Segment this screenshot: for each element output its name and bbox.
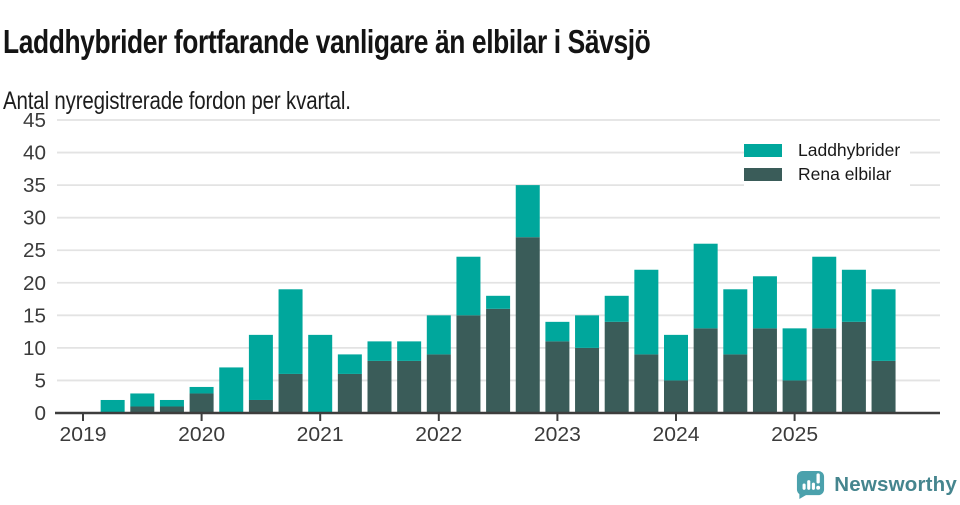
y-tick-label-5: 5 xyxy=(35,370,47,392)
bar-rena-elbilar-2022-q2 xyxy=(456,315,481,413)
bar-rena-elbilar-2022-q1 xyxy=(426,354,451,413)
bar-laddhybrider-2024-q2 xyxy=(693,243,718,329)
y-tick-label-10: 10 xyxy=(23,338,46,360)
x-tick-label-2023: 2023 xyxy=(534,424,581,446)
bar-laddhybrider-2022-q2 xyxy=(456,256,481,316)
bar-laddhybrider-2019-q4 xyxy=(159,399,184,407)
bar-laddhybrider-2025-q3 xyxy=(841,269,866,322)
bar-laddhybrider-2021-q1 xyxy=(308,334,333,413)
bar-rena-elbilar-2022-q4 xyxy=(515,237,540,413)
y-tick-label-40: 40 xyxy=(23,143,46,165)
legend-item-laddhybrider: Laddhybrider xyxy=(744,138,900,162)
bar-laddhybrider-2025-q4 xyxy=(871,289,896,361)
bar-rena-elbilar-2019-q4 xyxy=(159,406,184,413)
bar-laddhybrider-2020-q2 xyxy=(219,367,244,413)
legend-item-rena-elbilar: Rena elbilar xyxy=(744,162,900,186)
bar-laddhybrider-2022-q3 xyxy=(486,295,511,309)
bar-rena-elbilar-2020-q4 xyxy=(278,373,303,413)
bar-laddhybrider-2020-q1 xyxy=(189,386,214,394)
bar-laddhybrider-2025-q2 xyxy=(812,256,837,329)
bar-laddhybrider-2023-q1 xyxy=(545,321,570,342)
y-tick-label-30: 30 xyxy=(23,208,46,230)
x-tick-label-2022: 2022 xyxy=(415,424,462,446)
bar-laddhybrider-2020-q4 xyxy=(278,289,303,374)
bar-rena-elbilar-2025-q1 xyxy=(782,380,807,413)
x-tick-label-2019: 2019 xyxy=(60,424,107,446)
y-tick-label-20: 20 xyxy=(23,273,46,295)
bar-laddhybrider-2023-q4 xyxy=(634,269,659,355)
x-tick-label-2025: 2025 xyxy=(771,424,818,446)
bar-laddhybrider-2021-q4 xyxy=(397,341,422,361)
bar-rena-elbilar-2024-q3 xyxy=(723,354,748,413)
bar-rena-elbilar-2024-q2 xyxy=(693,328,718,413)
bar-rena-elbilar-2024-q1 xyxy=(664,380,688,413)
y-tick-label-45: 45 xyxy=(23,110,46,132)
bar-rena-elbilar-2022-q3 xyxy=(486,308,511,413)
x-tick-label-2021: 2021 xyxy=(297,424,344,446)
bar-laddhybrider-2019-q3 xyxy=(130,393,155,407)
bar-laddhybrider-2025-q1 xyxy=(782,328,807,381)
bar-rena-elbilar-2019-q3 xyxy=(130,406,155,413)
bar-rena-elbilar-2020-q1 xyxy=(189,393,214,413)
bar-laddhybrider-2022-q1 xyxy=(426,315,451,355)
bar-rena-elbilar-2023-q1 xyxy=(545,341,570,413)
bar-laddhybrider-2023-q3 xyxy=(604,295,629,322)
bar-laddhybrider-2024-q3 xyxy=(723,289,748,355)
bar-rena-elbilar-2020-q3 xyxy=(248,399,273,413)
bar-laddhybrider-2021-q2 xyxy=(337,354,362,374)
bar-rena-elbilar-2025-q2 xyxy=(812,328,837,413)
bar-rena-elbilar-2024-q4 xyxy=(752,328,777,413)
bar-rena-elbilar-2021-q2 xyxy=(337,373,362,413)
brand-footer: Newsworthy xyxy=(795,469,957,501)
page-title: Laddhybrider fortfarande vanligare än el… xyxy=(3,23,651,61)
bar-rena-elbilar-2023-q2 xyxy=(575,347,600,413)
bar-laddhybrider-2022-q4 xyxy=(515,185,540,238)
y-tick-label-35: 35 xyxy=(23,175,46,197)
y-tick-label-15: 15 xyxy=(23,305,46,327)
chart-legend: Laddhybrider Rena elbilar xyxy=(744,136,911,188)
bar-rena-elbilar-2023-q3 xyxy=(604,321,629,413)
bar-laddhybrider-2021-q3 xyxy=(367,341,392,361)
legend-label-rena-elbilar: Rena elbilar xyxy=(798,163,892,184)
bar-rena-elbilar-2025-q4 xyxy=(871,360,896,413)
rena-elbilar-color-swatch xyxy=(744,167,782,181)
legend-label-laddhybrider: Laddhybrider xyxy=(798,139,901,160)
bar-laddhybrider-2020-q3 xyxy=(248,334,273,400)
bar-rena-elbilar-2023-q4 xyxy=(634,354,659,413)
bar-rena-elbilar-2021-q4 xyxy=(397,360,422,413)
newsworthy-logo-icon xyxy=(797,470,825,500)
y-tick-label-25: 25 xyxy=(23,240,46,262)
bar-rena-elbilar-2021-q3 xyxy=(367,360,392,413)
y-tick-label-0: 0 xyxy=(35,403,47,425)
bar-laddhybrider-2019-q2 xyxy=(100,399,125,413)
x-tick-label-2024: 2024 xyxy=(653,424,700,446)
brand-name: Newsworthy xyxy=(834,473,957,496)
page-subtitle: Antal nyregistrerade fordon per kvartal. xyxy=(3,87,351,115)
bar-laddhybrider-2024-q4 xyxy=(752,276,777,329)
bar-laddhybrider-2024-q1 xyxy=(664,334,688,381)
bar-laddhybrider-2023-q2 xyxy=(575,315,600,348)
laddhybrider-color-swatch xyxy=(744,143,782,157)
x-tick-label-2020: 2020 xyxy=(178,424,225,446)
bar-rena-elbilar-2025-q3 xyxy=(841,321,866,413)
